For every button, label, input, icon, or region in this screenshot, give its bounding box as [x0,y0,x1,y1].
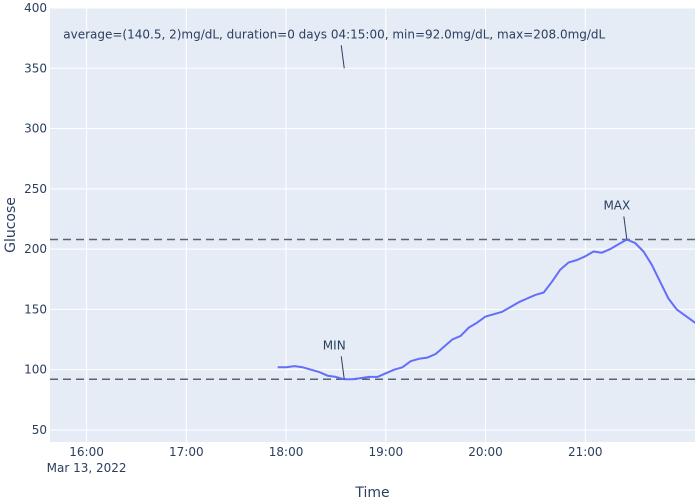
annotation-label: MIN [323,338,346,352]
x-tick-sublabel: Mar 13, 2022 [47,461,127,475]
y-tick-label: 250 [24,182,47,196]
x-tick-label: 19:00 [369,445,404,459]
reference-lines [50,238,695,381]
annotation-arrow [623,216,628,240]
y-tick-label: 400 [24,1,47,15]
y-tick-label: 200 [24,242,47,256]
y-tick-label: 300 [24,122,47,136]
annotation-label: average=(140.5, 2)mg/dL, duration=0 days… [63,27,605,41]
x-tick-label: 16:00 [69,445,104,459]
glucose-series-line [277,238,695,381]
y-axis-title: Glucose [3,197,19,253]
annotations: MAX MIN average=(140.5, 2)mg/dL, duration=… [63,27,630,380]
x-tick-label: 20:00 [468,445,503,459]
x-tick-label: 21:00 [568,445,603,459]
series-layer [277,238,695,381]
annotation-arrow [340,45,345,69]
grid-lines [50,7,695,442]
x-axis-ticks: 16:00 Mar 13, 2022 17:00 18:00 19:00 20:00 21:… [47,445,603,475]
y-tick-label: 350 [24,61,47,75]
annotation-label: MAX [603,198,630,212]
x-tick-label: 17:00 [169,445,204,459]
x-tick-label: 18:00 [269,445,304,459]
y-tick-label: 50 [32,423,47,437]
y-axis-ticks: 50 100 150 200 250 300 350 400 [24,1,47,437]
annotation-arrow [340,356,345,380]
x-axis-title: Time [354,485,389,500]
y-tick-label: 150 [24,302,47,316]
y-tick-label: 100 [24,363,47,377]
